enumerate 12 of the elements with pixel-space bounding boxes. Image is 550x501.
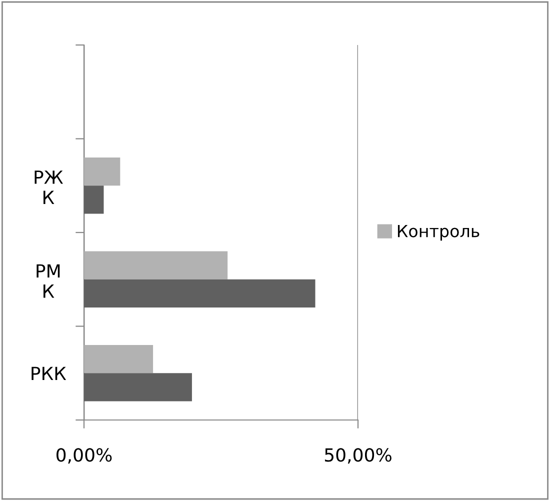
legend-label: Контроль (398, 224, 480, 241)
y-tick-label: РКК (32, 366, 66, 380)
x-tick-label: 0,00% (56, 448, 112, 464)
y-tick-label: РЖ К (34, 170, 63, 204)
bar (84, 373, 192, 402)
bar (84, 279, 316, 308)
bar (84, 158, 120, 186)
y-tick-label: РМ К (36, 264, 60, 298)
x-tick-label: 50,00% (324, 448, 392, 464)
bar (84, 345, 154, 374)
bar (84, 251, 228, 280)
bar (84, 186, 104, 214)
